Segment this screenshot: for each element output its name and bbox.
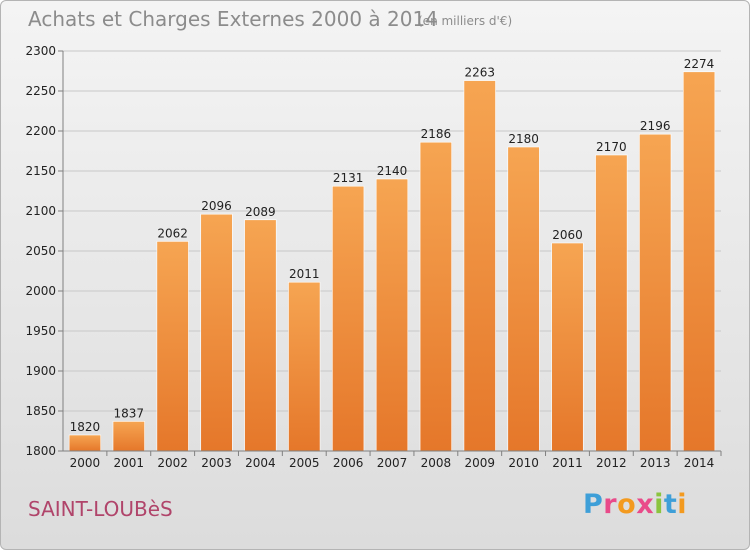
y-tick-label: 1850 [25, 404, 56, 418]
logo-letter: P [583, 489, 604, 520]
bar-2000 [68, 434, 102, 452]
x-tick-label: 2001 [114, 456, 145, 470]
x-tick-label: 2013 [640, 456, 671, 470]
y-tick-label: 1900 [25, 364, 56, 378]
value-label: 2089 [245, 205, 276, 219]
y-tick-label: 2050 [25, 244, 56, 258]
bar-2010 [507, 146, 540, 452]
value-label: 2131 [333, 171, 364, 185]
logo-letter: i [677, 489, 688, 520]
axes [58, 50, 722, 456]
proxiti-logo[interactable]: Proxiti [583, 489, 687, 520]
chart-title: Achats et Charges Externes 2000 à 2014 [28, 7, 438, 31]
value-label: 2186 [421, 127, 452, 141]
y-tick-label: 2000 [25, 284, 56, 298]
y-tick-label: 2150 [25, 164, 56, 178]
value-label: 2060 [552, 228, 583, 242]
x-tick-label: 2002 [157, 456, 188, 470]
y-tick-label: 1800 [25, 444, 56, 458]
bar-2007 [375, 178, 409, 452]
x-tick-label: 2004 [245, 456, 276, 470]
x-tick-label: 2006 [333, 456, 364, 470]
bar-2011 [551, 242, 584, 452]
chart-unit: (en milliers d'€) [418, 14, 513, 28]
value-label: 2180 [508, 132, 539, 146]
value-label: 2274 [684, 57, 715, 71]
logo-letter: x [636, 489, 655, 520]
x-tick-label: 2005 [289, 456, 320, 470]
value-label: 2263 [464, 66, 495, 80]
bar-2004 [244, 219, 277, 452]
x-tick-label: 2000 [70, 456, 101, 470]
bar-2003 [200, 213, 233, 452]
x-tick-label: 2012 [596, 456, 627, 470]
x-tick-label: 2010 [508, 456, 539, 470]
value-label: 2196 [640, 119, 671, 133]
value-label: 2096 [201, 199, 232, 213]
value-label: 2140 [377, 164, 408, 178]
bar-2013 [639, 133, 672, 452]
x-tick-label: 2007 [377, 456, 408, 470]
bar-2002 [156, 241, 189, 452]
value-label: 1820 [70, 420, 101, 434]
y-tick-label: 2300 [25, 44, 56, 58]
bar-2001 [112, 421, 145, 452]
value-label: 2170 [596, 140, 627, 154]
bar-2005 [288, 281, 321, 452]
town-name: SAINT-LOUBèS [28, 497, 173, 521]
x-tick-label: 2003 [201, 456, 232, 470]
bar-2012 [595, 154, 628, 452]
logo-letter: r [603, 489, 618, 520]
value-label: 2011 [289, 267, 320, 281]
value-label: 2062 [157, 226, 188, 240]
x-tick-label: 2014 [684, 456, 715, 470]
value-label: 1837 [114, 406, 145, 420]
y-tick-label: 2200 [25, 124, 56, 138]
bar-2009 [463, 80, 496, 452]
bars [68, 71, 716, 452]
logo-letter: i [654, 489, 664, 520]
logo-letter: t [663, 489, 678, 520]
x-tick-label: 2008 [421, 456, 452, 470]
y-tick-label: 2100 [25, 204, 56, 218]
logo-letter: o [617, 489, 637, 520]
x-tick-label: 2009 [464, 456, 495, 470]
y-tick-label: 1950 [25, 324, 56, 338]
bar-2008 [419, 141, 452, 452]
bar-2014 [682, 71, 716, 452]
x-tick-label: 2011 [552, 456, 583, 470]
y-tick-label: 2250 [25, 84, 56, 98]
bar-2006 [332, 185, 365, 452]
labels: 1800 1850 1900 1950 2000 2050 2100 2150 2200 2250… [25, 44, 714, 470]
